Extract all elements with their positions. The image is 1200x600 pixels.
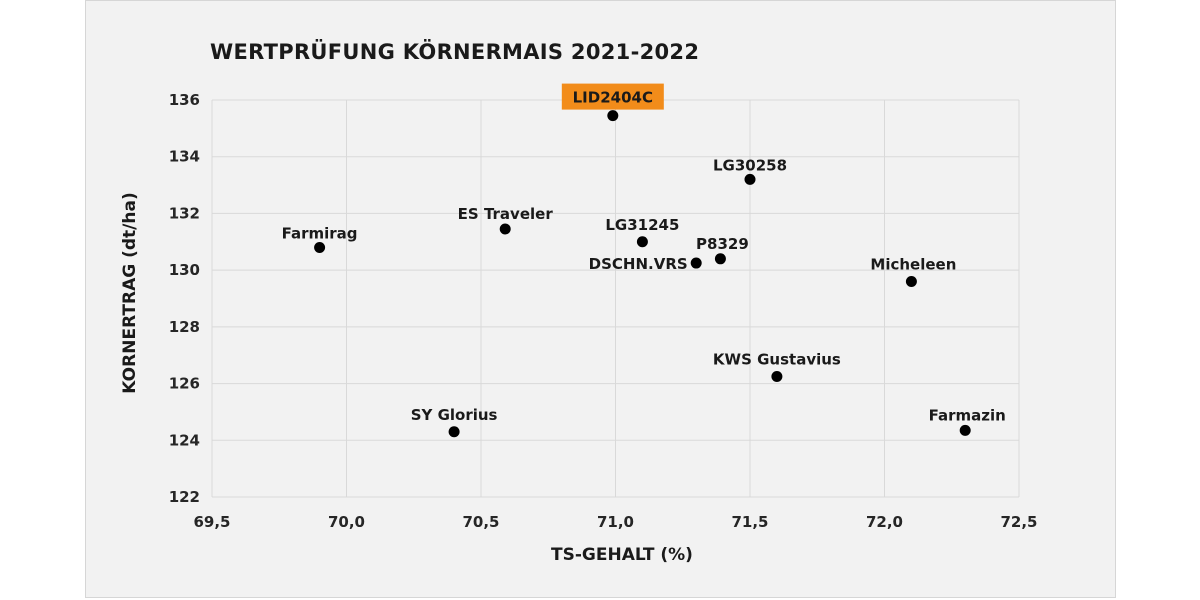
data-point [636, 236, 648, 248]
data-point [314, 241, 326, 253]
data-point [448, 426, 460, 438]
x-axis-label: TS-GEHALT (%) [551, 545, 693, 565]
data-label: SY Glorius [411, 406, 498, 424]
x-tick-label: 71,5 [731, 513, 768, 531]
y-tick-label: 122 [169, 488, 200, 506]
y-tick-label: 132 [169, 204, 200, 222]
data-label: DSCHN.VRS [589, 255, 688, 273]
data-point [744, 173, 756, 185]
data-label: LG31245 [605, 216, 679, 234]
data-label: Farmazin [929, 406, 1006, 424]
x-tick-label: 70,5 [462, 513, 499, 531]
data-point [499, 223, 511, 235]
data-point [905, 275, 917, 287]
x-tick-label: 69,5 [193, 513, 230, 531]
data-label: KWS Gustavius [713, 350, 841, 368]
data-point [959, 424, 971, 436]
data-label: Micheleen [870, 255, 956, 273]
x-tick-label: 71,0 [597, 513, 634, 531]
data-point [771, 370, 783, 382]
x-tick-label: 70,0 [328, 513, 365, 531]
data-label: LID2404C [573, 89, 653, 107]
data-label: P8329 [696, 235, 749, 253]
y-tick-label: 126 [169, 375, 200, 393]
y-tick-label: 130 [169, 261, 200, 279]
x-tick-label: 72,5 [1000, 513, 1037, 531]
data-label: Farmirag [282, 224, 358, 242]
y-tick-label: 134 [169, 148, 200, 166]
chart-title: WERTPRÜFUNG KÖRNERMAIS 2021-2022 [210, 40, 700, 64]
data-label: ES Traveler [458, 205, 554, 223]
data-point [690, 257, 702, 269]
y-tick-label: 136 [169, 91, 200, 109]
data-label: LG30258 [713, 156, 787, 174]
data-point [714, 253, 726, 265]
x-tick-label: 72,0 [866, 513, 903, 531]
y-tick-label: 128 [169, 318, 200, 336]
y-tick-label: 124 [169, 431, 200, 449]
data-point [607, 110, 619, 122]
highlight-label-box [561, 83, 664, 110]
